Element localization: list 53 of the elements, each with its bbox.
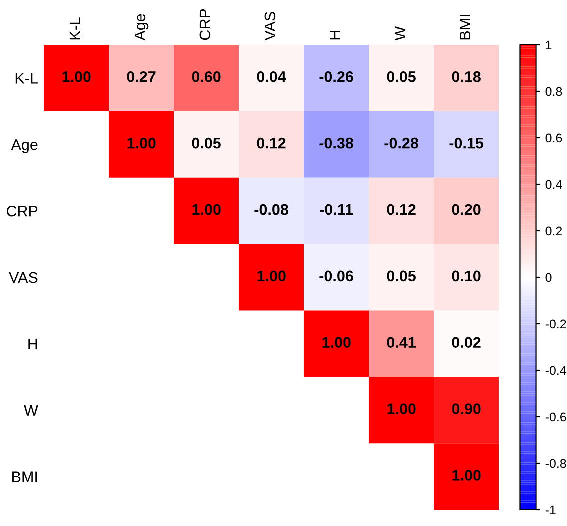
x-tick-label: K-L <box>70 18 80 40</box>
data-label: 1.00 <box>258 270 286 282</box>
x-tick-label: CRP <box>200 9 211 40</box>
data-label: 1.00 <box>62 71 91 82</box>
data-label: 0.05 <box>192 138 221 149</box>
color-bar-label: -0.4 <box>546 366 566 376</box>
color-bar-label: -0.2 <box>546 320 566 329</box>
color-bar-label: -0.8 <box>546 459 566 468</box>
data-label: 1.00 <box>452 470 481 481</box>
data-label: 0.05 <box>387 71 416 82</box>
color-bar-label: -1 <box>546 506 556 515</box>
data-label: 0.05 <box>387 270 416 282</box>
x-tick-label: Age <box>134 14 149 41</box>
data-label: -0.28 <box>384 138 418 149</box>
color-bar-label: 0 <box>546 273 552 282</box>
data-label: -0.15 <box>450 138 484 149</box>
data-label: 1.00 <box>322 337 351 348</box>
data-label: -0.38 <box>320 138 354 149</box>
y-tick-label: W <box>24 405 38 416</box>
data-label: -0.08 <box>254 204 288 216</box>
data-label: 0.04 <box>257 71 286 82</box>
data-label: -0.11 <box>320 204 354 216</box>
x-tick-label: H <box>330 31 340 40</box>
data-label: 0.60 <box>192 71 221 82</box>
data-label: 0.12 <box>257 138 286 149</box>
y-tick-label: CRP <box>6 206 38 217</box>
x-tick-label: BMI <box>460 15 470 40</box>
y-tick-label: Age <box>11 140 38 154</box>
color-bar-label: 0.8 <box>546 87 562 96</box>
y-tick-label: H <box>28 338 38 350</box>
x-tick-label: VAS <box>264 12 276 41</box>
data-label: 0.90 <box>452 404 481 414</box>
color-bar-label: 0.6 <box>546 134 562 143</box>
x-tick-label: W <box>394 26 406 41</box>
data-label: 0.12 <box>387 204 416 216</box>
color-bar-label: 0.2 <box>546 226 562 236</box>
data-label: 1.00 <box>388 404 416 414</box>
color-bar-label: 1 <box>546 40 552 50</box>
data-label: 0.20 <box>452 204 481 216</box>
data-label: 1.00 <box>128 138 156 149</box>
data-label: -0.06 <box>320 270 354 282</box>
data-label: 0.27 <box>127 71 156 82</box>
data-label: 0.10 <box>452 270 481 282</box>
data-label: 0.02 <box>452 337 481 348</box>
y-tick-label: VAS <box>9 272 38 284</box>
y-tick-label: K-L <box>16 73 38 84</box>
data-label: -0.26 <box>320 71 354 82</box>
data-label: 0.18 <box>452 71 481 82</box>
data-label: 1.00 <box>192 204 221 216</box>
color-bar-label: -0.6 <box>546 412 566 422</box>
y-tick-label: BMI <box>12 472 38 482</box>
color-bar-label: 0.4 <box>546 180 562 190</box>
data-label: 0.41 <box>387 337 416 348</box>
